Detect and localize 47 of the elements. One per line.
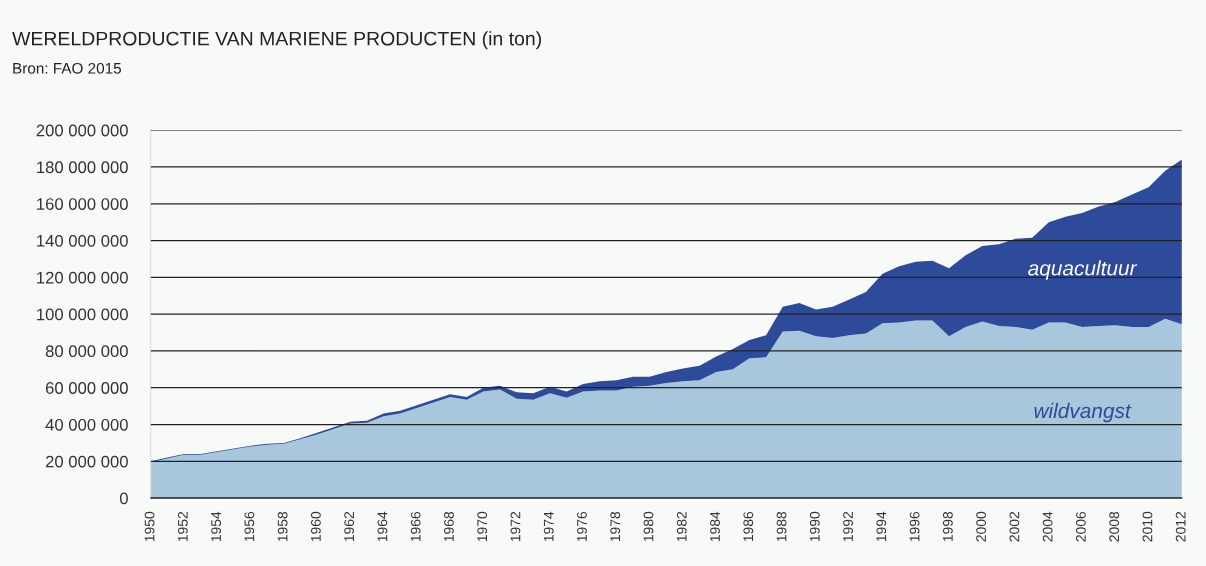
x-tick-label: 1974 (543, 511, 554, 542)
y-tick-label: 120 000 000 (37, 271, 128, 284)
x-tick-label: 1986 (743, 511, 754, 542)
x-tick-label: 1968 (444, 511, 454, 542)
chart-subtitle: Bron: FAO 2015 (13, 62, 121, 74)
x-tick-label: 1958 (277, 511, 288, 542)
x-tick-label: 1994 (876, 511, 887, 542)
x-tick-label: 1976 (577, 511, 587, 542)
y-tick-label: 180 000 000 (37, 161, 128, 174)
y-tick-label: 20 000 000 (45, 455, 128, 468)
y-tick-label: 160 000 000 (37, 198, 128, 210)
x-tick-label: 1962 (344, 511, 355, 542)
x-tick-label: 2002 (1009, 511, 1020, 542)
x-tick-label: 1964 (377, 511, 388, 542)
y-tick-label: 0 (119, 492, 128, 505)
x-tick-label: 2000 (976, 511, 987, 542)
x-tick-label: 1996 (909, 511, 920, 542)
x-tick-label: 1966 (410, 511, 421, 542)
x-tick-label: 1978 (610, 511, 621, 542)
x-tick-label: 1982 (676, 511, 687, 542)
y-tick-label: 100 000 000 (37, 308, 128, 321)
y-tick-label: 80 000 000 (45, 345, 128, 358)
x-tick-label: 1960 (310, 511, 321, 542)
series-label: aquacultuur (1028, 260, 1138, 280)
x-tick-label: 1950 (144, 511, 155, 542)
x-tick-label: 2006 (1075, 511, 1086, 542)
x-tick-label: 1972 (510, 511, 521, 542)
x-tick-label: 2004 (1042, 511, 1053, 542)
x-tick-label: 1984 (710, 511, 720, 542)
x-tick-label: 1988 (776, 511, 787, 542)
x-tick-label: 1970 (477, 511, 488, 542)
x-tick-label: 1998 (942, 511, 953, 542)
x-tick-label: 2012 (1175, 511, 1186, 542)
y-tick-label: 40 000 000 (45, 418, 128, 431)
series-label: wildvangst (1034, 402, 1132, 423)
chart-title: WERELDPRODUCTIE VAN MARIENE PRODUCTEN (in ton) (12, 31, 541, 50)
x-tick-label: 2008 (1109, 511, 1120, 542)
y-tick-label: 140 000 000 (37, 234, 128, 247)
x-tick-label: 1952 (177, 511, 188, 542)
x-tick-label: 1956 (244, 511, 255, 542)
x-tick-label: 1990 (809, 511, 820, 542)
x-tick-label: 2010 (1142, 511, 1153, 542)
y-tick-label: 60 000 000 (45, 382, 128, 394)
x-tick-label: 1954 (211, 511, 221, 542)
y-tick-label: 200 000 000 (36, 124, 128, 137)
x-tick-label: 1992 (843, 511, 853, 542)
x-tick-label: 1980 (643, 511, 654, 542)
